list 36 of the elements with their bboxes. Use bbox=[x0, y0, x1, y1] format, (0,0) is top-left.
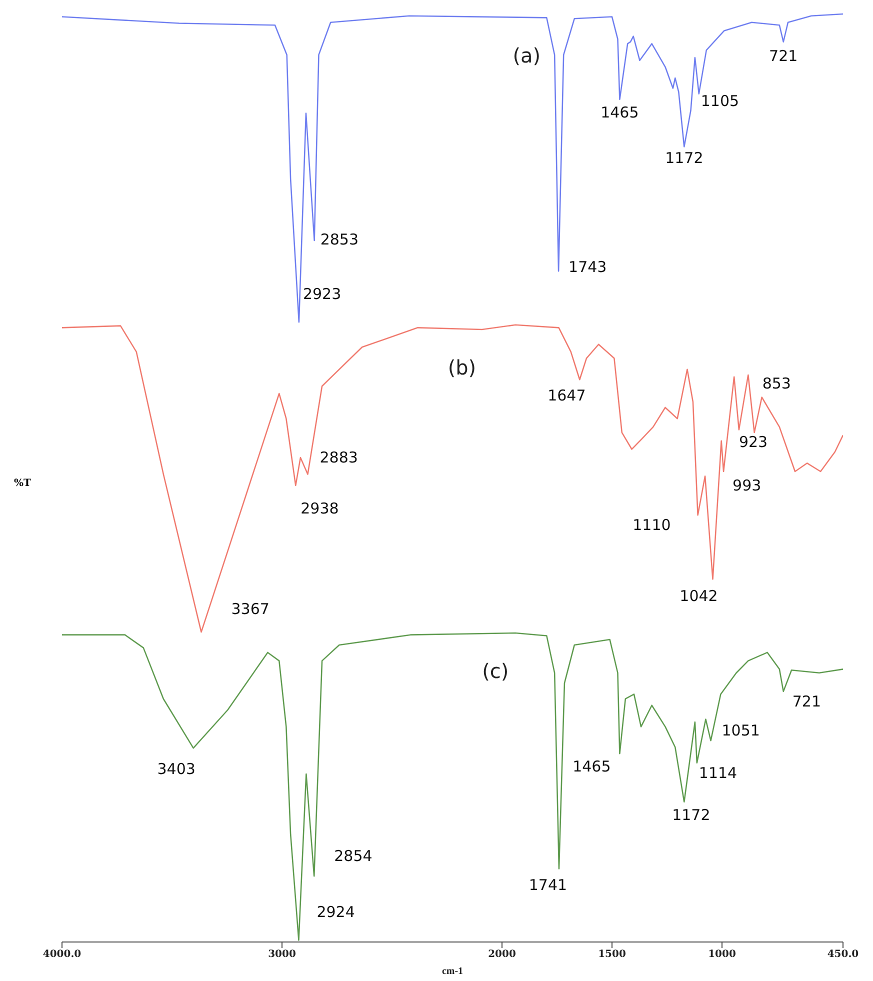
annotation: 1110 bbox=[632, 516, 671, 534]
series-label: (b) bbox=[448, 356, 476, 380]
x-axis-title: cm-1 bbox=[442, 966, 464, 977]
x-tick-label: 1500 bbox=[598, 949, 626, 960]
annotation: 1741 bbox=[528, 876, 568, 894]
annotation: 2938 bbox=[300, 500, 339, 518]
annotation: 1743 bbox=[568, 258, 607, 276]
x-tick-label: 1000 bbox=[708, 949, 736, 960]
annotation: 721 bbox=[792, 692, 822, 711]
annotation: 1114 bbox=[698, 764, 738, 782]
annotation: 1172 bbox=[665, 148, 704, 167]
annotation: 1051 bbox=[722, 722, 760, 740]
x-tick-label: 2000 bbox=[488, 949, 516, 960]
annotation: 721 bbox=[769, 46, 798, 65]
annotation: 2883 bbox=[320, 448, 358, 466]
annotation: 853 bbox=[762, 374, 791, 393]
x-tick-label: 4000.0 bbox=[42, 949, 82, 960]
x-tick-label: 3000 bbox=[268, 949, 296, 960]
annotation: 2854 bbox=[334, 847, 372, 866]
annotation: 1172 bbox=[672, 806, 710, 824]
series-label: (a) bbox=[512, 44, 541, 68]
annotation: 993 bbox=[732, 476, 762, 495]
annotation: 2924 bbox=[316, 903, 355, 922]
annotation: 1465 bbox=[572, 758, 611, 776]
annotation: 1042 bbox=[680, 587, 718, 606]
annotation: 1647 bbox=[548, 386, 586, 405]
annotation: 2853 bbox=[320, 230, 359, 249]
series-label: (c) bbox=[482, 658, 509, 683]
annotation: 1105 bbox=[700, 92, 740, 110]
annotation: 1465 bbox=[600, 103, 639, 122]
annotation: 3367 bbox=[231, 600, 270, 618]
x-tick-label: 450.0 bbox=[827, 949, 859, 960]
y-axis-title: %T bbox=[14, 478, 31, 489]
annotation: 2923 bbox=[302, 285, 342, 304]
annotation: 923 bbox=[738, 432, 768, 451]
annotation: 3403 bbox=[157, 760, 196, 778]
